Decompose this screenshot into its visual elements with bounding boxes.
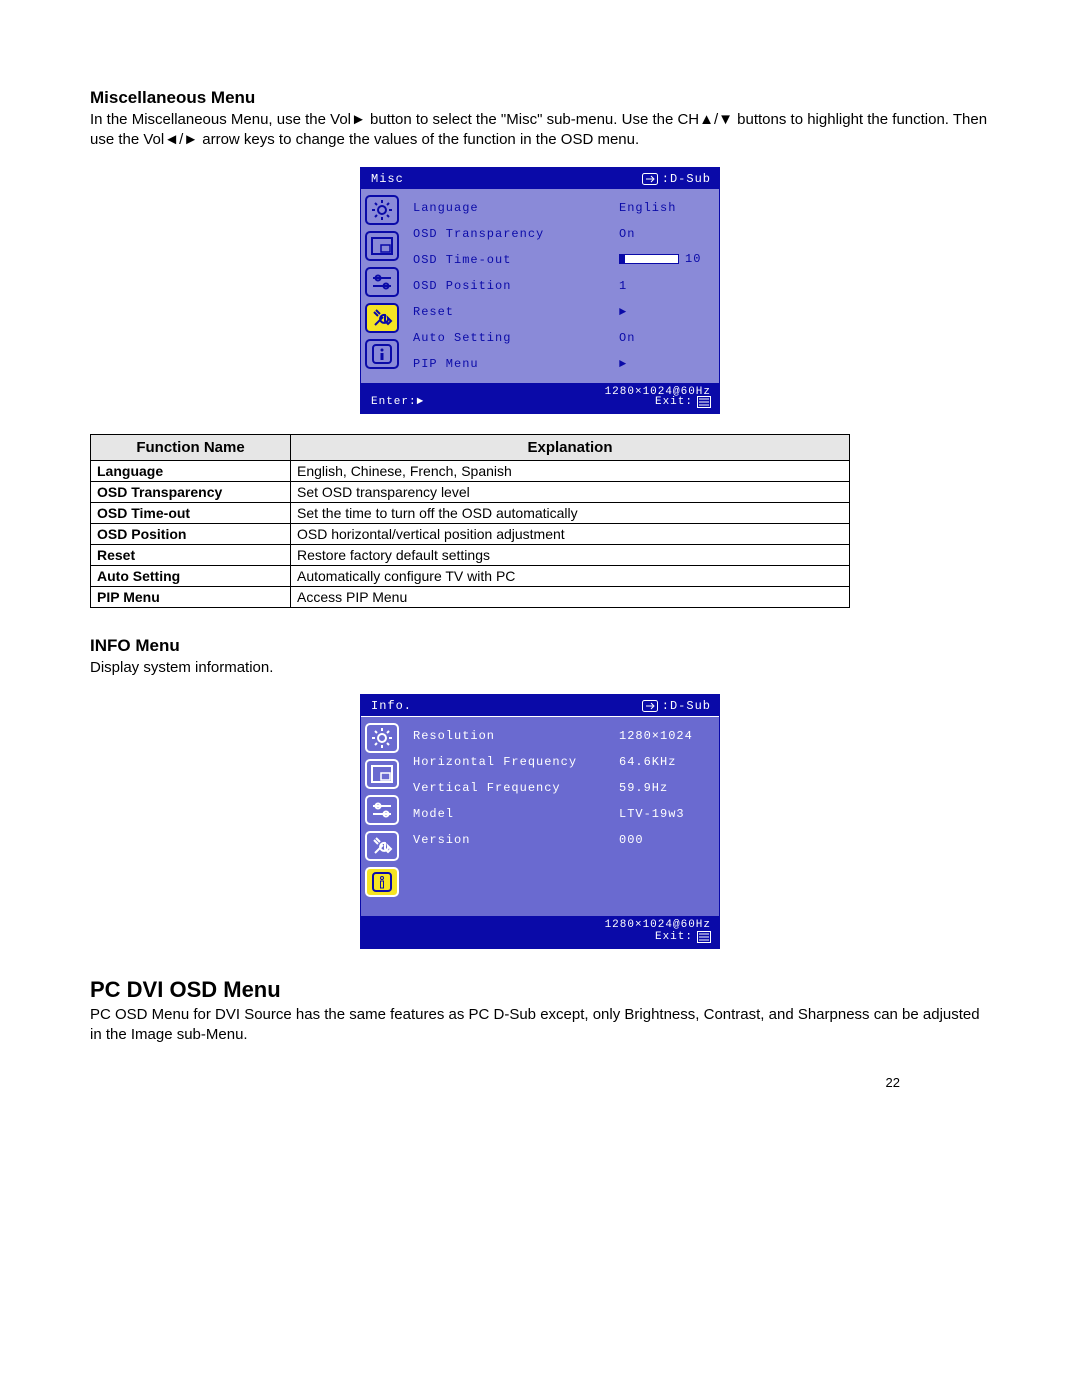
table-cell-explanation: Automatically configure TV with PC bbox=[291, 565, 850, 586]
osd-row-label: OSD Transparency bbox=[413, 227, 544, 241]
info-menu-paragraph: Display system information. bbox=[90, 658, 990, 678]
table-header-explanation: Explanation bbox=[291, 434, 850, 460]
table-cell-explanation: Restore factory default settings bbox=[291, 544, 850, 565]
osd-row-label: Language bbox=[413, 201, 479, 215]
table-cell-function: Language bbox=[91, 460, 291, 481]
osd-info-rows: Resolution 1280×1024 Horizontal Frequency 6… bbox=[407, 717, 719, 916]
input-source-icon bbox=[642, 700, 658, 712]
osd-row-value: 64.6KHz bbox=[619, 755, 709, 769]
osd-misc-source: :D-Sub bbox=[662, 172, 711, 186]
osd-info-exit-label: Exit: bbox=[655, 931, 693, 943]
osd-row-value: 1 bbox=[619, 279, 709, 293]
info-icon[interactable] bbox=[365, 867, 399, 897]
adjust-icon[interactable] bbox=[365, 795, 399, 825]
table-cell-function: Reset bbox=[91, 544, 291, 565]
exit-menu-icon bbox=[697, 931, 711, 943]
brightness-icon[interactable] bbox=[365, 723, 399, 753]
osd-row-label: OSD Time-out bbox=[413, 253, 511, 267]
table-cell-function: Auto Setting bbox=[91, 565, 291, 586]
osd-misc-exit-label: Exit: bbox=[655, 396, 693, 408]
osd-row-label: Version bbox=[413, 833, 470, 847]
osd-row[interactable]: OSD Position 1 bbox=[413, 273, 709, 299]
osd-info-status: 1280×1024@60Hz bbox=[605, 919, 711, 931]
osd-row[interactable]: Auto Setting On bbox=[413, 325, 709, 351]
osd-info-iconbar bbox=[361, 717, 407, 916]
osd-row[interactable]: OSD Time-out 10 bbox=[413, 247, 709, 273]
misc-menu-heading: Miscellaneous Menu bbox=[90, 88, 990, 108]
osd-misc-enter: Enter:► bbox=[371, 396, 424, 408]
table-cell-explanation: Set the time to turn off the OSD automat… bbox=[291, 502, 850, 523]
osd-row[interactable]: OSD Transparency On bbox=[413, 221, 709, 247]
osd-row-label: Model bbox=[413, 807, 454, 821]
osd-row[interactable]: Horizontal Frequency 64.6KHz bbox=[413, 749, 709, 775]
osd-row-value: 59.9Hz bbox=[619, 781, 709, 795]
table-row: OSD TransparencySet OSD transparency lev… bbox=[91, 481, 850, 502]
exit-menu-icon bbox=[697, 396, 711, 408]
osd-info-panel: Info. :D-Sub Resolution 1280×1024 Horizont… bbox=[360, 694, 720, 949]
osd-row-value: 000 bbox=[619, 833, 709, 847]
adjust-icon[interactable] bbox=[365, 267, 399, 297]
input-source-icon bbox=[642, 173, 658, 185]
osd-row[interactable]: Resolution 1280×1024 bbox=[413, 723, 709, 749]
pc-dvi-heading: PC DVI OSD Menu bbox=[90, 977, 990, 1003]
info-menu-heading: INFO Menu bbox=[90, 636, 990, 656]
table-cell-explanation: OSD horizontal/vertical position adjustm… bbox=[291, 523, 850, 544]
osd-row[interactable]: Version 000 bbox=[413, 827, 709, 853]
osd-row-value: 10 bbox=[619, 252, 709, 268]
osd-row-value: LTV-19w3 bbox=[619, 807, 709, 821]
osd-row-label: OSD Position bbox=[413, 279, 511, 293]
table-cell-explanation: English, Chinese, French, Spanish bbox=[291, 460, 850, 481]
table-row: Auto SettingAutomatically configure TV w… bbox=[91, 565, 850, 586]
osd-row-value: On bbox=[619, 331, 709, 345]
table-header-function: Function Name bbox=[91, 434, 291, 460]
osd-row-value: 1280×1024 bbox=[619, 729, 709, 743]
osd-misc-title: Misc bbox=[371, 172, 404, 186]
osd-row-label: PIP Menu bbox=[413, 357, 479, 371]
osd-row[interactable]: Vertical Frequency 59.9Hz bbox=[413, 775, 709, 801]
page-number: 22 bbox=[886, 1075, 900, 1090]
table-row: ResetRestore factory default settings bbox=[91, 544, 850, 565]
table-row: LanguageEnglish, Chinese, French, Spanis… bbox=[91, 460, 850, 481]
table-cell-function: OSD Transparency bbox=[91, 481, 291, 502]
osd-row-label: Vertical Frequency bbox=[413, 781, 561, 795]
osd-row[interactable]: Reset ► bbox=[413, 299, 709, 325]
misc-menu-paragraph: In the Miscellaneous Menu, use the Vol► … bbox=[90, 110, 990, 151]
osd-info-title: Info. bbox=[371, 699, 412, 713]
tools-icon[interactable] bbox=[365, 831, 399, 861]
table-row: PIP MenuAccess PIP Menu bbox=[91, 586, 850, 607]
picture-icon[interactable] bbox=[365, 231, 399, 261]
info-icon[interactable] bbox=[365, 339, 399, 369]
osd-row-label: Resolution bbox=[413, 729, 495, 743]
osd-row-value: ► bbox=[619, 305, 709, 319]
osd-row[interactable]: Language English bbox=[413, 195, 709, 221]
osd-info-source: :D-Sub bbox=[662, 699, 711, 713]
table-cell-explanation: Access PIP Menu bbox=[291, 586, 850, 607]
table-row: OSD Time-outSet the time to turn off the… bbox=[91, 502, 850, 523]
table-cell-function: OSD Position bbox=[91, 523, 291, 544]
pc-dvi-paragraph: PC OSD Menu for DVI Source has the same … bbox=[90, 1005, 990, 1046]
osd-misc-rows: Language English OSD Transparency On OSD Tim… bbox=[407, 189, 719, 383]
brightness-icon[interactable] bbox=[365, 195, 399, 225]
tools-icon[interactable] bbox=[365, 303, 399, 333]
osd-row-value: English bbox=[619, 201, 709, 215]
osd-row-label: Horizontal Frequency bbox=[413, 755, 577, 769]
osd-row-label: Auto Setting bbox=[413, 331, 511, 345]
explanation-table: Function Name Explanation LanguageEnglis… bbox=[90, 434, 850, 608]
table-cell-function: PIP Menu bbox=[91, 586, 291, 607]
osd-row-label: Reset bbox=[413, 305, 454, 319]
osd-misc-panel: Misc :D-Sub Language English OSD Transpare… bbox=[360, 167, 720, 414]
osd-misc-iconbar bbox=[361, 189, 407, 383]
osd-row[interactable]: PIP Menu ► bbox=[413, 351, 709, 377]
picture-icon[interactable] bbox=[365, 759, 399, 789]
table-cell-explanation: Set OSD transparency level bbox=[291, 481, 850, 502]
osd-row-value: On bbox=[619, 227, 709, 241]
osd-row-value: ► bbox=[619, 357, 709, 371]
osd-row[interactable]: Model LTV-19w3 bbox=[413, 801, 709, 827]
table-row: OSD PositionOSD horizontal/vertical posi… bbox=[91, 523, 850, 544]
table-cell-function: OSD Time-out bbox=[91, 502, 291, 523]
